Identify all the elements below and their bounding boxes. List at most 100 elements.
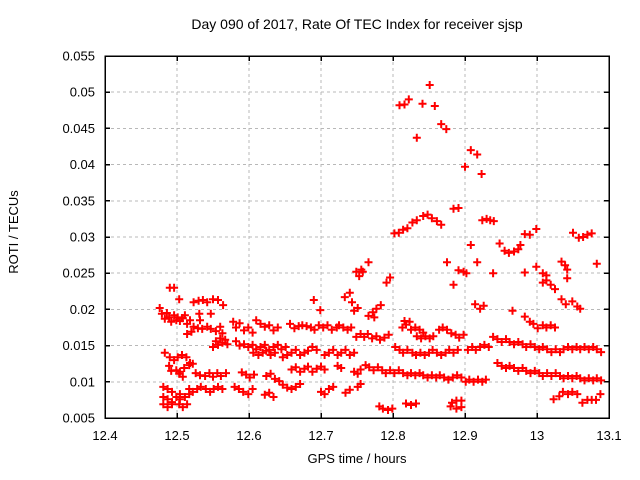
data-point: [597, 348, 606, 357]
data-point: [218, 385, 227, 393]
data-point: [576, 374, 585, 383]
data-point: [262, 346, 271, 355]
data-point: [453, 371, 462, 380]
data-point: [420, 351, 429, 359]
data-point: [469, 377, 478, 386]
data-point: [189, 322, 198, 331]
data-point: [329, 345, 338, 354]
data-point: [533, 324, 542, 333]
data-point: [376, 301, 385, 310]
data-point: [495, 239, 504, 248]
data-point: [546, 321, 555, 330]
data-point: [530, 343, 539, 351]
data-point: [569, 228, 577, 237]
data-point: [505, 338, 514, 346]
data-point: [443, 325, 451, 334]
data-point: [270, 374, 279, 383]
data-point: [310, 325, 319, 334]
data-point: [320, 365, 329, 374]
data-point: [254, 351, 263, 359]
data-point: [337, 364, 346, 372]
data-point: [376, 335, 384, 344]
data-point: [484, 343, 493, 351]
data-point: [198, 324, 207, 333]
data-point: [312, 345, 321, 354]
data-point: [163, 403, 172, 412]
data-point: [412, 332, 421, 341]
data-point: [380, 333, 389, 342]
data-point: [363, 330, 372, 338]
data-point: [448, 373, 457, 382]
data-point: [287, 348, 296, 357]
x-tick-label: 12.9: [452, 428, 477, 443]
data-point: [559, 345, 568, 354]
chart-title: Day 090 of 2017, Rate Of TEC Index for r…: [191, 16, 523, 32]
data-point: [175, 295, 184, 304]
data-point: [223, 340, 232, 349]
data-point: [381, 369, 390, 378]
data-point: [423, 373, 432, 382]
data-point: [341, 345, 350, 354]
data-point: [412, 216, 421, 225]
data-point: [522, 343, 531, 351]
data-point: [444, 375, 453, 384]
data-point: [438, 323, 447, 332]
data-point: [160, 348, 169, 357]
data-point: [465, 375, 474, 384]
data-point: [256, 319, 265, 328]
data-point: [510, 340, 518, 349]
data-point: [400, 100, 409, 109]
data-point: [198, 296, 207, 304]
y-tick-label: 0.01: [70, 374, 95, 389]
data-point: [568, 297, 577, 306]
data-point: [219, 301, 228, 310]
data-point: [244, 343, 253, 351]
data-point: [514, 366, 523, 375]
data-point: [244, 390, 253, 399]
data-point: [249, 348, 258, 357]
data-point: [356, 380, 365, 388]
x-tick-label: 12.7: [308, 428, 333, 443]
data-point: [180, 364, 189, 372]
data-point: [399, 369, 408, 378]
data-point: [549, 395, 558, 404]
data-point: [423, 210, 432, 219]
data-point: [183, 330, 192, 338]
data-point: [596, 390, 605, 399]
data-point: [168, 400, 176, 409]
data-point: [320, 390, 329, 399]
data-point: [340, 293, 349, 302]
data-point: [390, 369, 399, 378]
data-point: [358, 267, 367, 276]
data-point: [234, 385, 243, 393]
data-point: [478, 216, 487, 225]
data-point: [308, 343, 317, 351]
data-point: [155, 304, 164, 312]
data-point: [407, 401, 415, 409]
data-point: [473, 258, 482, 267]
data-point: [168, 387, 176, 396]
data-point: [347, 323, 356, 332]
data-point: [489, 217, 498, 226]
data-point: [348, 298, 356, 307]
data-point: [180, 311, 189, 320]
data-point: [373, 363, 382, 372]
data-point: [547, 348, 556, 357]
data-point: [402, 399, 410, 408]
data-point: [302, 322, 311, 331]
data-point: [296, 367, 305, 376]
data-point: [542, 323, 551, 332]
data-point: [532, 262, 541, 271]
data-point: [427, 371, 436, 380]
data-point: [568, 387, 577, 396]
data-point: [209, 343, 217, 351]
data-point: [412, 351, 420, 359]
data-point: [481, 375, 490, 384]
data-point: [248, 385, 257, 393]
data-point: [432, 348, 441, 357]
data-point: [355, 272, 364, 281]
data-point: [516, 241, 525, 249]
data-point: [526, 369, 535, 378]
data-point: [384, 406, 392, 414]
data-point: [178, 372, 187, 381]
